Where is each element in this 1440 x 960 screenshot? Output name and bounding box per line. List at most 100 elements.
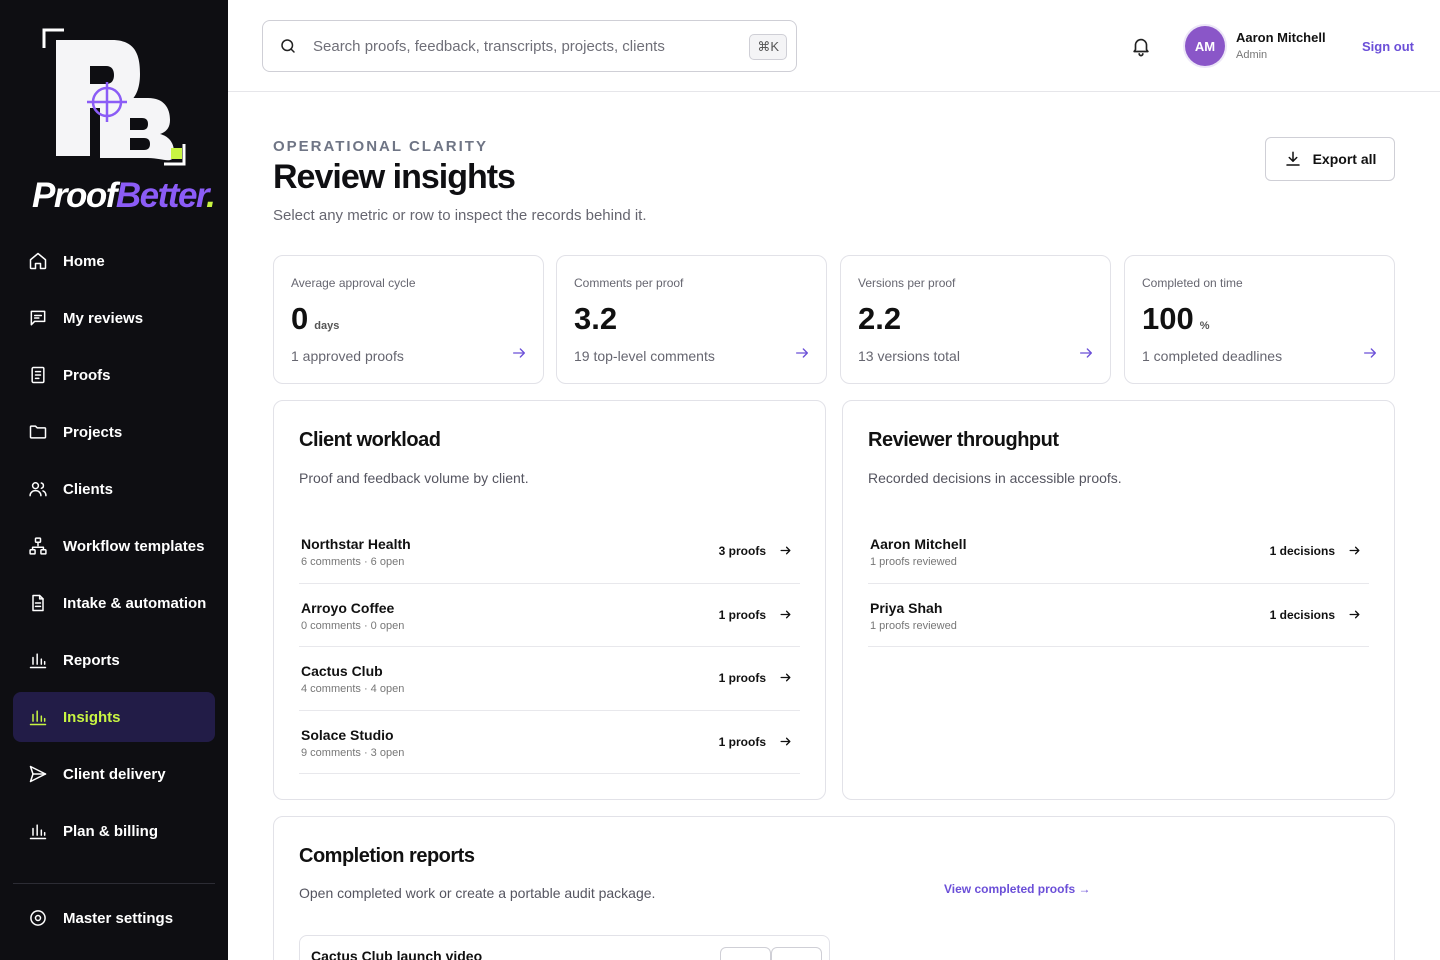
arrow-right-icon	[780, 546, 791, 555]
sidebar-item-label: Master settings	[63, 909, 174, 927]
proofbetter-logo-icon[interactable]	[30, 26, 200, 216]
metric-card-completed-on-time[interactable]: Completed on time 100% 1 completed deadl…	[1124, 255, 1395, 384]
row-meta: 9 comments · 3 open	[301, 746, 405, 759]
search-icon	[281, 39, 295, 53]
sidebar-item-label: Intake & automation	[63, 594, 207, 612]
arrow-right-icon	[1349, 610, 1360, 618]
panel-subtitle: Proof and feedback volume by client.	[299, 470, 529, 486]
table-row[interactable]: Cactus Club 4 comments · 4 open 1 proofs	[299, 647, 800, 711]
metric-label: Comments per proof	[574, 276, 684, 290]
metric-card-versions-per-proof[interactable]: Versions per proof 2.2 13 versions total	[840, 255, 1111, 384]
sign-out-link[interactable]: Sign out	[1362, 39, 1414, 54]
metric-value: 0 days	[291, 301, 339, 337]
page-title: Review insights	[273, 158, 516, 196]
arrow-right-icon	[513, 348, 525, 358]
sidebar-item-proofs[interactable]: Proofs	[13, 350, 215, 400]
metric-footer: 1 approved proofs	[291, 348, 404, 364]
avatar[interactable]: AM	[1185, 26, 1225, 66]
search-input[interactable]	[313, 37, 733, 55]
metric-label: Versions per proof	[858, 276, 956, 290]
bar-chart-icon	[29, 824, 47, 840]
metric-card-comments-per-proof[interactable]: Comments per proof 3.2 19 top-level comm…	[556, 255, 827, 384]
sidebar-nav: Home My reviews Proofs Projects Clients …	[13, 236, 215, 863]
metric-number: 3.2	[574, 301, 618, 336]
row-meta: 4 comments · 4 open	[301, 683, 405, 695]
row-count: 1 decisions	[1269, 607, 1335, 622]
sidebar-item-label: Proofs	[63, 366, 111, 384]
report-action-button[interactable]	[771, 947, 822, 960]
table-row[interactable]: Solace Studio 9 comments · 3 open 1 proo…	[299, 711, 800, 774]
metric-number: 2.2	[858, 301, 902, 336]
sidebar-item-label: Projects	[63, 423, 123, 441]
arrow-right-icon	[1364, 348, 1376, 358]
sidebar-item-label: Client delivery	[63, 765, 166, 783]
row-meta: 6 comments · 6 open	[301, 556, 405, 568]
home-icon	[29, 252, 47, 270]
metric-number: 100	[1142, 301, 1194, 336]
sidebar-item-reports[interactable]: Reports	[13, 635, 215, 685]
report-card[interactable]: Cactus Club launch video	[299, 935, 830, 960]
metric-card-approval-cycle[interactable]: Average approval cycle 0 days 1 approved …	[273, 255, 544, 384]
search-bar[interactable]: ⌘K	[262, 20, 797, 72]
message-square-icon	[30, 310, 46, 326]
arrow-right-icon	[780, 737, 791, 745]
panel-subtitle: Recorded decisions in accessible proofs.	[868, 470, 1122, 486]
metric-label: Average approval cycle	[291, 276, 416, 290]
user-name: Aaron Mitchell	[1236, 30, 1326, 45]
sidebar-item-insights[interactable]: Insights	[13, 692, 215, 742]
table-row[interactable]: Arroyo Coffee 0 comments · 0 open 1 proo…	[299, 584, 800, 647]
sidebar-item-my-reviews[interactable]: My reviews	[13, 293, 215, 343]
row-name: Arroyo Coffee	[301, 599, 395, 616]
page-subtitle: Select any metric or row to inspect the …	[273, 207, 647, 224]
view-completed-proofs-link[interactable]: View completed proofs →	[944, 882, 1091, 896]
metric-unit: %	[1199, 320, 1210, 332]
row-name: Cactus Club	[301, 663, 383, 679]
row-count: 1 proofs	[718, 734, 766, 749]
sidebar-item-client-delivery[interactable]: Client delivery	[13, 749, 215, 799]
row-count: 1 proofs	[718, 671, 766, 685]
metric-number: 0	[291, 301, 309, 336]
page-eyebrow: OPERATIONAL CLARITY	[273, 138, 488, 155]
arrow-right-icon	[1080, 348, 1092, 358]
sidebar: ProofBetter. Home My reviews Proofs Proj…	[0, 0, 228, 960]
sidebar-item-label: Workflow templates	[63, 537, 205, 555]
table-row[interactable]: Northstar Health 6 comments · 6 open 3 p…	[299, 520, 800, 584]
row-count: 1 proofs	[718, 607, 766, 622]
search-shortcut-badge: ⌘K	[749, 34, 787, 60]
table-row[interactable]: Priya Shah 1 proofs reviewed 1 decisions	[868, 584, 1369, 647]
arrow-right-icon	[780, 610, 791, 618]
sidebar-item-intake-automation[interactable]: Intake & automation	[13, 578, 215, 628]
table-row[interactable]: Aaron Mitchell 1 proofs reviewed 1 decis…	[868, 520, 1369, 584]
sidebar-item-workflow-templates[interactable]: Workflow templates	[13, 521, 215, 571]
folder-icon	[29, 425, 47, 439]
metric-label: Completed on time	[1142, 276, 1243, 290]
sidebar-item-label: Home	[63, 252, 105, 270]
sidebar-item-clients[interactable]: Clients	[13, 464, 215, 514]
bell-icon[interactable]	[1130, 35, 1152, 57]
sidebar-item-label: Clients	[63, 480, 114, 498]
row-name: Aaron Mitchell	[870, 536, 967, 552]
completion-reports-panel: Completion reports Open completed work o…	[273, 816, 1395, 960]
user-role: Admin	[1236, 49, 1268, 61]
sidebar-item-home[interactable]: Home	[13, 236, 215, 286]
sidebar-divider	[13, 883, 215, 884]
report-action-button[interactable]	[720, 947, 771, 960]
metric-footer: 1 completed deadlines	[1142, 348, 1283, 364]
sidebar-item-plan-billing[interactable]: Plan & billing	[13, 806, 215, 856]
bar-chart-icon	[29, 710, 47, 726]
client-workload-panel: Client workload Proof and feedback volum…	[273, 400, 826, 800]
export-all-button[interactable]: Export all	[1265, 137, 1395, 181]
download-icon	[1285, 151, 1300, 166]
sidebar-item-label: My reviews	[63, 309, 144, 327]
sidebar-item-label: Reports	[63, 651, 120, 669]
arrow-right-icon	[780, 673, 791, 682]
send-icon	[29, 765, 47, 783]
panel-title: Reviewer throughput	[868, 429, 1059, 451]
bar-chart-icon	[29, 653, 47, 669]
row-count: 3 proofs	[718, 544, 766, 558]
row-count: 1 decisions	[1269, 544, 1335, 558]
sidebar-item-projects[interactable]: Projects	[13, 407, 215, 457]
sidebar-item-master-settings[interactable]: Master settings	[13, 893, 215, 943]
topbar: ⌘K AM Aaron Mitchell Admin Sign out	[228, 0, 1440, 92]
users-icon	[29, 482, 47, 497]
